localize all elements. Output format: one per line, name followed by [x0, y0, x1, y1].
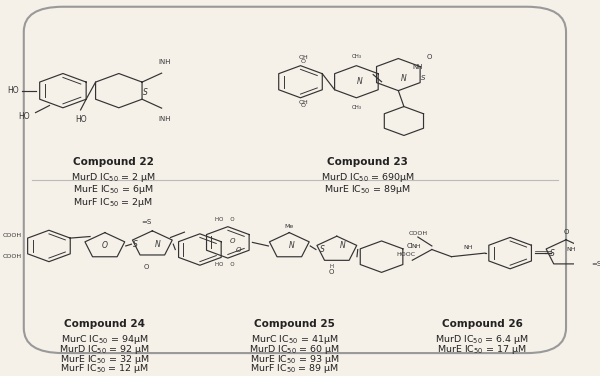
Text: S: S — [143, 88, 148, 97]
Text: Compound 22: Compound 22 — [73, 157, 154, 167]
Text: MurD IC$_{50}$ = 6.4 μM: MurD IC$_{50}$ = 6.4 μM — [435, 334, 529, 346]
Text: COOH: COOH — [2, 254, 22, 259]
Text: MurE IC$_{50}$ = 6μM: MurE IC$_{50}$ = 6μM — [73, 183, 154, 197]
Text: MurE IC$_{50}$ = 17 μM: MurE IC$_{50}$ = 17 μM — [437, 343, 527, 356]
Text: N: N — [401, 74, 407, 83]
Text: HO: HO — [19, 112, 30, 121]
Text: Compound 25: Compound 25 — [254, 319, 335, 329]
Text: COOH: COOH — [2, 233, 22, 238]
Text: N: N — [155, 240, 161, 249]
FancyBboxPatch shape — [24, 7, 566, 353]
Text: N: N — [289, 241, 295, 250]
Text: MurD IC$_{50}$ = 60 μM: MurD IC$_{50}$ = 60 μM — [250, 343, 340, 356]
Text: O: O — [427, 54, 432, 60]
Text: MurC IC$_{50}$ = 94μM: MurC IC$_{50}$ = 94μM — [61, 334, 149, 346]
Text: N: N — [356, 76, 362, 85]
Text: OH: OH — [298, 100, 308, 105]
Text: OH: OH — [298, 55, 308, 60]
Text: O: O — [236, 247, 241, 253]
Text: O: O — [301, 59, 306, 64]
Text: Compound 26: Compound 26 — [442, 319, 523, 329]
Text: S: S — [550, 249, 554, 258]
Text: Compound 24: Compound 24 — [64, 319, 145, 329]
Text: Me: Me — [284, 224, 294, 229]
Text: MurE IC$_{50}$ = 89μM: MurE IC$_{50}$ = 89μM — [324, 183, 411, 197]
Text: O: O — [301, 103, 306, 108]
Text: MurE IC$_{50}$ = 32 μM: MurE IC$_{50}$ = 32 μM — [60, 353, 150, 366]
Text: NH: NH — [463, 245, 473, 250]
Text: H: H — [329, 264, 334, 269]
Text: HO    O: HO O — [215, 262, 235, 267]
Text: =S: =S — [591, 261, 600, 267]
Text: O: O — [329, 269, 334, 275]
Text: HOOC: HOOC — [396, 252, 415, 258]
Text: O: O — [563, 229, 569, 235]
Text: COOH: COOH — [409, 231, 427, 236]
Text: MurC IC$_{50}$ = 41μM: MurC IC$_{50}$ = 41μM — [251, 334, 338, 346]
Text: HO: HO — [75, 115, 86, 124]
Text: O: O — [102, 241, 108, 250]
Text: O: O — [230, 238, 236, 244]
Text: Cl: Cl — [406, 243, 413, 249]
Text: HO: HO — [8, 86, 19, 95]
Text: NH: NH — [411, 244, 421, 249]
Text: NH: NH — [567, 247, 577, 252]
Text: MurF IC$_{50}$ = 12 μM: MurF IC$_{50}$ = 12 μM — [60, 362, 149, 375]
Text: Compound 23: Compound 23 — [327, 157, 408, 167]
Text: MurD IC$_{50}$ = 92 μM: MurD IC$_{50}$ = 92 μM — [59, 343, 151, 356]
Text: MurF IC$_{50}$ = 89 μM: MurF IC$_{50}$ = 89 μM — [250, 362, 340, 375]
Text: =S: =S — [142, 218, 152, 224]
Text: INH: INH — [158, 59, 170, 65]
Text: N: N — [340, 241, 345, 250]
Text: MurF IC$_{50}$ = 2μM: MurF IC$_{50}$ = 2μM — [73, 196, 154, 209]
Text: HO    O: HO O — [215, 217, 235, 222]
Text: NH: NH — [413, 64, 423, 70]
Text: INH: INH — [158, 116, 170, 122]
Text: S: S — [421, 75, 426, 81]
Text: MurD IC$_{50}$ = 690μM: MurD IC$_{50}$ = 690μM — [320, 171, 415, 184]
Text: CH₃: CH₃ — [352, 53, 361, 59]
Text: S: S — [320, 245, 325, 254]
Text: CH₃: CH₃ — [352, 105, 361, 110]
Text: MurD IC$_{50}$ = 2 μM: MurD IC$_{50}$ = 2 μM — [71, 171, 156, 184]
Text: S: S — [133, 240, 138, 249]
Text: MurE IC$_{50}$ = 93 μM: MurE IC$_{50}$ = 93 μM — [250, 353, 340, 366]
Text: O: O — [144, 264, 149, 270]
